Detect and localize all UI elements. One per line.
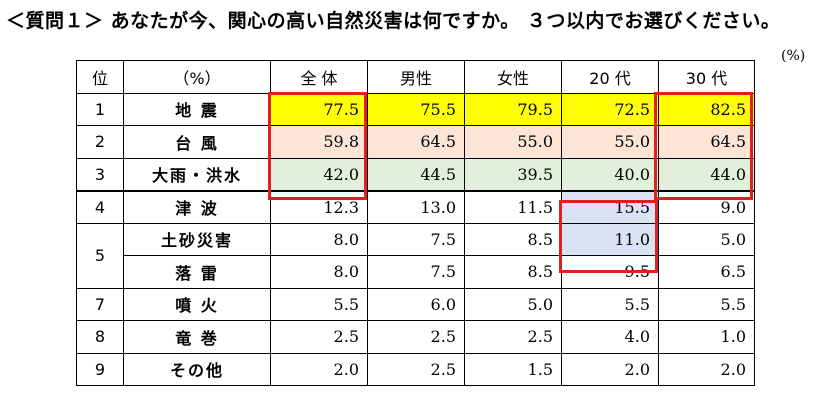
value-cell: 8.0 xyxy=(270,255,368,289)
table-row: 2 台 風 59.8 64.5 55.0 55.0 64.5 xyxy=(76,125,755,159)
value-cell: 2.0 xyxy=(270,352,368,386)
item-cell: 大雨・洪水 xyxy=(123,157,271,192)
rank-cell: 5 xyxy=(76,222,124,289)
table-row: 3 大雨・洪水 42.0 44.5 39.5 40.0 44.0 xyxy=(76,157,755,192)
value-cell: 59.8 xyxy=(270,125,368,159)
value-cell: 1.5 xyxy=(464,352,562,386)
table-row: 9 その他 2.0 2.5 1.5 2.0 2.0 xyxy=(76,352,755,386)
rank-cell: 7 xyxy=(76,287,124,321)
value-cell: 9.5 xyxy=(561,255,659,289)
value-cell: 2.5 xyxy=(270,320,368,354)
value-cell: 2.5 xyxy=(367,352,465,386)
column-header: 20 代 xyxy=(561,60,659,94)
table-row: 5 土砂災害 8.0 7.5 8.5 11.0 5.0 xyxy=(76,222,755,289)
value-cell: 7.5 xyxy=(367,255,465,289)
item-cell: 竜 巻 xyxy=(123,320,271,354)
header-row: 位 （%） 全 体 男性 女性 20 代 30 代 xyxy=(76,60,755,94)
value-cell: 4.0 xyxy=(561,320,659,354)
column-header: 全 体 xyxy=(270,60,368,94)
value-cell: 44.0 xyxy=(658,157,755,192)
value-cell: 8.5 xyxy=(464,222,562,256)
value-cell: 64.5 xyxy=(658,125,755,159)
item-cell: 噴 火 xyxy=(123,287,271,321)
value-cell: 79.5 xyxy=(464,92,562,126)
value-cell: 5.5 xyxy=(561,287,659,321)
value-cell: 44.5 xyxy=(367,157,465,192)
value-cell: 8.0 xyxy=(270,222,368,256)
value-cell: 55.0 xyxy=(464,125,562,159)
rank-cell: 9 xyxy=(76,352,124,386)
value-cell: 12.3 xyxy=(270,190,368,224)
item-cell: 地 震 xyxy=(123,92,271,126)
column-header: 男性 xyxy=(367,60,465,94)
column-header: 30 代 xyxy=(658,60,755,94)
value-cell: 13.0 xyxy=(367,190,465,224)
question-title: ＜質問１＞ あなたが今、関心の高い自然災害は何ですか。 ３つ以内でお選びください… xyxy=(6,10,781,32)
rank-header: 位 xyxy=(76,60,124,94)
value-cell: 39.5 xyxy=(464,157,562,192)
column-header: 女性 xyxy=(464,60,562,94)
value-cell: 40.0 xyxy=(561,157,659,192)
item-cell: 津 波 xyxy=(123,190,271,224)
value-cell: 64.5 xyxy=(367,125,465,159)
value-cell: 72.5 xyxy=(561,92,659,126)
rank-cell: 8 xyxy=(76,320,124,354)
table-row: 4 津 波 12.3 13.0 11.5 15.5 9.0 xyxy=(76,190,755,224)
value-cell: 15.5 xyxy=(561,190,659,224)
value-cell: 8.5 xyxy=(464,255,562,289)
value-cell: 7.5 xyxy=(367,222,465,256)
value-cell: 2.0 xyxy=(561,352,659,386)
table-row: 7 噴 火 5.5 6.0 5.0 5.5 5.5 xyxy=(76,287,755,321)
value-cell: 6.5 xyxy=(658,255,755,289)
value-cell: 5.0 xyxy=(464,287,562,321)
value-cell: 5.5 xyxy=(658,287,755,321)
value-cell: 6.0 xyxy=(367,287,465,321)
value-cell: 1.0 xyxy=(658,320,755,354)
table-row: 1 地 震 77.5 75.5 79.5 72.5 82.5 xyxy=(76,92,755,126)
rank-cell: 3 xyxy=(76,157,124,192)
item-cell: 台 風 xyxy=(123,125,271,159)
item-cell: 落 雷 xyxy=(123,255,271,289)
value-cell: 82.5 xyxy=(658,92,755,126)
item-cell: 土砂災害 xyxy=(123,222,271,256)
value-cell: 11.5 xyxy=(464,190,562,224)
value-cell: 2.5 xyxy=(464,320,562,354)
value-cell: 5.0 xyxy=(658,222,755,256)
value-cell: 55.0 xyxy=(561,125,659,159)
unit-note: (%) xyxy=(781,48,806,64)
value-cell: 42.0 xyxy=(270,157,368,192)
item-cell: その他 xyxy=(123,352,271,386)
rank-cell: 1 xyxy=(76,92,124,126)
value-cell: 11.0 xyxy=(561,222,659,256)
table-row: 落 雷 8.0 7.5 8.5 9.5 6.5 xyxy=(77,255,755,289)
value-cell: 2.0 xyxy=(658,352,755,386)
value-cell: 77.5 xyxy=(270,92,368,126)
value-cell: 5.5 xyxy=(270,287,368,321)
item-header: （%） xyxy=(123,60,271,94)
survey-table: 位 （%） 全 体 男性 女性 20 代 30 代 1 地 震 77.5 75.… xyxy=(76,60,755,386)
rank-cell: 4 xyxy=(76,190,124,224)
rank-cell: 2 xyxy=(76,125,124,159)
table-row: 8 竜 巻 2.5 2.5 2.5 4.0 1.0 xyxy=(76,320,755,354)
value-cell: 75.5 xyxy=(367,92,465,126)
value-cell: 9.0 xyxy=(658,190,755,224)
value-cell: 2.5 xyxy=(367,320,465,354)
